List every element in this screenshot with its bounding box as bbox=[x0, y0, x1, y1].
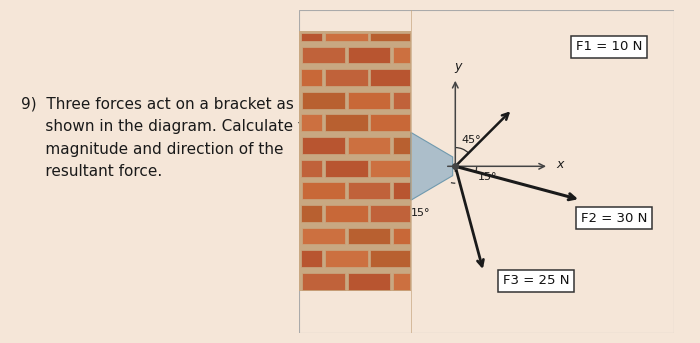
Bar bbox=[370, 205, 410, 222]
Bar bbox=[348, 137, 391, 154]
Text: 15°: 15° bbox=[411, 208, 430, 218]
Text: y: y bbox=[455, 60, 462, 73]
Bar bbox=[325, 160, 368, 177]
Text: 15°: 15° bbox=[478, 172, 498, 182]
Bar bbox=[370, 250, 410, 267]
Bar bbox=[393, 227, 410, 245]
Bar bbox=[302, 273, 345, 290]
Bar bbox=[325, 115, 368, 131]
Bar bbox=[370, 33, 410, 41]
Bar bbox=[348, 227, 391, 245]
Bar bbox=[393, 47, 410, 63]
Bar bbox=[325, 250, 368, 267]
Bar bbox=[393, 137, 410, 154]
Bar bbox=[302, 47, 345, 63]
Bar bbox=[325, 205, 368, 222]
Text: F3 = 25 N: F3 = 25 N bbox=[503, 274, 569, 287]
Bar bbox=[301, 33, 322, 41]
Bar bbox=[393, 182, 410, 199]
Bar bbox=[302, 92, 345, 109]
Bar bbox=[302, 182, 345, 199]
Text: F2 = 30 N: F2 = 30 N bbox=[581, 212, 647, 225]
Bar bbox=[370, 160, 410, 177]
Bar bbox=[301, 250, 322, 267]
Bar bbox=[301, 69, 322, 86]
Polygon shape bbox=[411, 132, 453, 200]
Bar bbox=[301, 160, 322, 177]
Bar bbox=[325, 69, 368, 86]
Bar bbox=[348, 92, 391, 109]
Text: 45°: 45° bbox=[461, 135, 481, 145]
Bar bbox=[301, 115, 322, 131]
Text: x: x bbox=[556, 158, 564, 171]
Bar bbox=[393, 92, 410, 109]
Bar bbox=[393, 273, 410, 290]
Bar bbox=[302, 137, 345, 154]
Bar bbox=[370, 69, 410, 86]
Text: 9)  Three forces act on a bracket as
     shown in the diagram. Calculate the
  : 9) Three forces act on a bracket as show… bbox=[22, 96, 323, 179]
Text: F1 = 10 N: F1 = 10 N bbox=[575, 40, 642, 53]
Bar bbox=[348, 47, 391, 63]
Bar bbox=[348, 273, 391, 290]
Bar bbox=[301, 205, 322, 222]
Bar bbox=[370, 115, 410, 131]
Bar bbox=[300, 31, 411, 291]
Bar bbox=[348, 182, 391, 199]
Bar bbox=[325, 33, 368, 41]
Bar bbox=[302, 227, 345, 245]
